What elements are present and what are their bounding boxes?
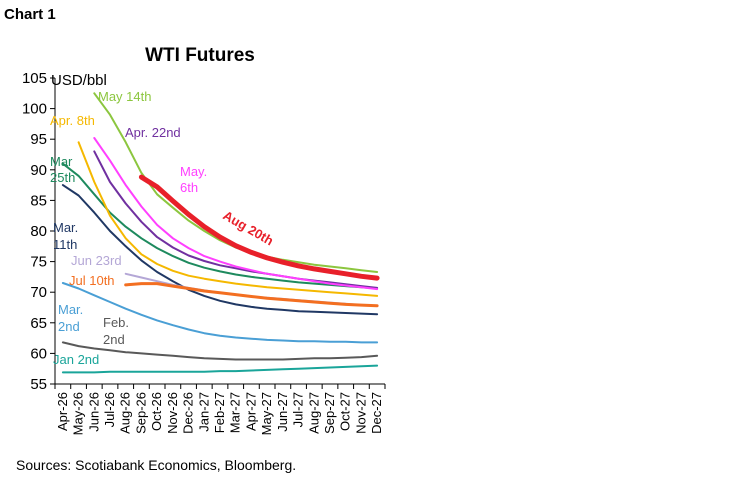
x-tick-label: Jun-26 [86,392,101,432]
y-tick-label: 55 [30,376,47,393]
series-label: Mar. 11th [53,220,78,252]
x-tick-label: Sep-27 [322,392,337,434]
x-tick-label: Nov-27 [353,392,368,434]
wti-futures-chart: WTI Futures USD/bbl 55 60 65 70 75 80 85 90 95 10… [22,45,386,435]
source-note: Sources: Scotiabank Economics, Bloomberg… [16,457,297,473]
series-line [61,282,379,344]
chart-title: WTI Futures [145,45,255,66]
series-label: Jun 23rd [71,253,122,268]
y-tick-label: 105 [22,70,47,87]
series-line [61,162,379,290]
x-tick-label: Mar-27 [228,392,243,433]
x-tick-label: Jun-27 [275,392,290,432]
series-label: Jan 2nd [53,352,99,367]
y-tick-label: 60 [30,345,47,362]
y-tick-label: 95 [30,131,47,148]
series-label: Jul 10th [69,273,115,288]
page-label: Chart 1 [4,6,56,23]
x-tick-label: May-26 [71,392,86,435]
series-line [93,150,379,289]
series-label: May 14th [98,89,151,104]
x-tick-label: Aug-26 [118,392,133,434]
series-label: Apr. 8th [50,113,95,128]
series-line [124,282,379,308]
series-label: Mar. 2nd [58,302,83,334]
x-tick-label: Oct-26 [149,392,164,431]
series-line [61,364,379,374]
series-group [61,92,380,374]
x-tick-label: May-27 [259,392,274,435]
y-tick-label: 75 [30,254,47,271]
x-tick-label: Feb-27 [212,392,227,433]
x-tick-label: Jul-26 [102,392,117,427]
x-tick-label: Jan-27 [196,392,211,432]
x-tick-label: Sep-26 [133,392,148,434]
x-tick-label: Aug-27 [306,392,321,434]
series-line [77,141,379,297]
y-tick-label: 65 [30,315,47,332]
series-label: Feb. 2nd [103,315,129,347]
series-label: Mar 25th [50,154,75,185]
x-tick-label: Dec-27 [369,392,384,434]
y-axis-label: USD/bbl [51,72,107,89]
series-label: May. 6th [180,164,207,195]
y-tick-label: 100 [22,101,47,118]
series-line [124,272,379,307]
series-line [61,341,379,361]
x-tick-label: Dec-26 [181,392,196,434]
x-tick-label: Apr-27 [243,392,258,431]
series-line [93,137,379,291]
x-tick-label: Jul-27 [291,392,306,427]
y-tick-label: 85 [30,192,47,209]
series-line [138,174,380,281]
x-tick-label: Apr-26 [55,392,70,431]
x-tick-label: Oct-27 [338,392,353,431]
y-tick-label: 90 [30,162,47,179]
y-tick-label: 70 [30,284,47,301]
series-label: Apr. 22nd [125,125,181,140]
y-tick-label: 80 [30,223,47,240]
series-line [61,184,379,316]
x-tick-label: Nov-26 [165,392,180,434]
